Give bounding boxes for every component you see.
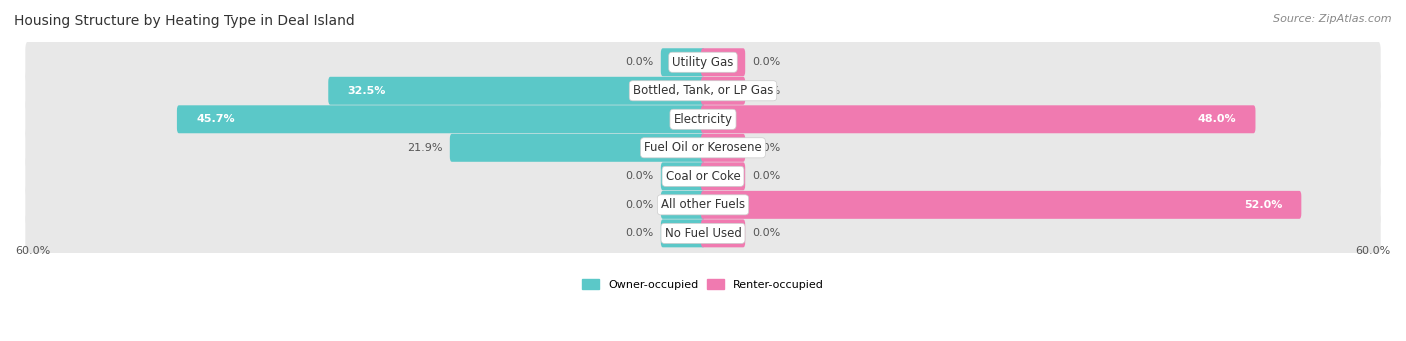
FancyBboxPatch shape (25, 41, 1381, 83)
Text: Fuel Oil or Kerosene: Fuel Oil or Kerosene (644, 141, 762, 154)
Text: 45.7%: 45.7% (197, 114, 235, 124)
Text: Source: ZipAtlas.com: Source: ZipAtlas.com (1274, 14, 1392, 24)
FancyBboxPatch shape (702, 77, 745, 105)
Text: 0.0%: 0.0% (752, 143, 780, 153)
Text: 0.0%: 0.0% (752, 57, 780, 67)
FancyBboxPatch shape (25, 70, 1381, 112)
Text: 52.0%: 52.0% (1244, 200, 1282, 210)
Text: Electricity: Electricity (673, 113, 733, 126)
FancyBboxPatch shape (661, 191, 704, 219)
FancyBboxPatch shape (450, 134, 704, 162)
Text: 60.0%: 60.0% (15, 246, 51, 256)
FancyBboxPatch shape (661, 219, 704, 247)
Text: 60.0%: 60.0% (1355, 246, 1391, 256)
Text: All other Fuels: All other Fuels (661, 198, 745, 211)
FancyBboxPatch shape (25, 98, 1381, 140)
FancyBboxPatch shape (702, 219, 745, 247)
FancyBboxPatch shape (177, 105, 704, 133)
FancyBboxPatch shape (661, 48, 704, 76)
FancyBboxPatch shape (702, 48, 745, 76)
Text: 0.0%: 0.0% (752, 171, 780, 181)
Text: Coal or Coke: Coal or Coke (665, 170, 741, 183)
FancyBboxPatch shape (661, 162, 704, 190)
FancyBboxPatch shape (702, 162, 745, 190)
Text: 0.0%: 0.0% (752, 228, 780, 238)
FancyBboxPatch shape (25, 212, 1381, 254)
Text: 0.0%: 0.0% (626, 57, 654, 67)
FancyBboxPatch shape (25, 155, 1381, 197)
Text: 0.0%: 0.0% (626, 228, 654, 238)
FancyBboxPatch shape (328, 77, 704, 105)
FancyBboxPatch shape (702, 191, 1302, 219)
FancyBboxPatch shape (25, 184, 1381, 226)
Text: 32.5%: 32.5% (347, 86, 385, 96)
FancyBboxPatch shape (702, 134, 745, 162)
Text: Utility Gas: Utility Gas (672, 56, 734, 69)
Text: 0.0%: 0.0% (752, 86, 780, 96)
Text: 48.0%: 48.0% (1198, 114, 1236, 124)
Text: 21.9%: 21.9% (408, 143, 443, 153)
FancyBboxPatch shape (702, 105, 1256, 133)
Text: No Fuel Used: No Fuel Used (665, 227, 741, 240)
Text: 0.0%: 0.0% (626, 171, 654, 181)
Text: 0.0%: 0.0% (626, 200, 654, 210)
Text: Housing Structure by Heating Type in Deal Island: Housing Structure by Heating Type in Dea… (14, 14, 354, 28)
FancyBboxPatch shape (25, 127, 1381, 169)
Text: Bottled, Tank, or LP Gas: Bottled, Tank, or LP Gas (633, 84, 773, 97)
Legend: Owner-occupied, Renter-occupied: Owner-occupied, Renter-occupied (578, 275, 828, 294)
